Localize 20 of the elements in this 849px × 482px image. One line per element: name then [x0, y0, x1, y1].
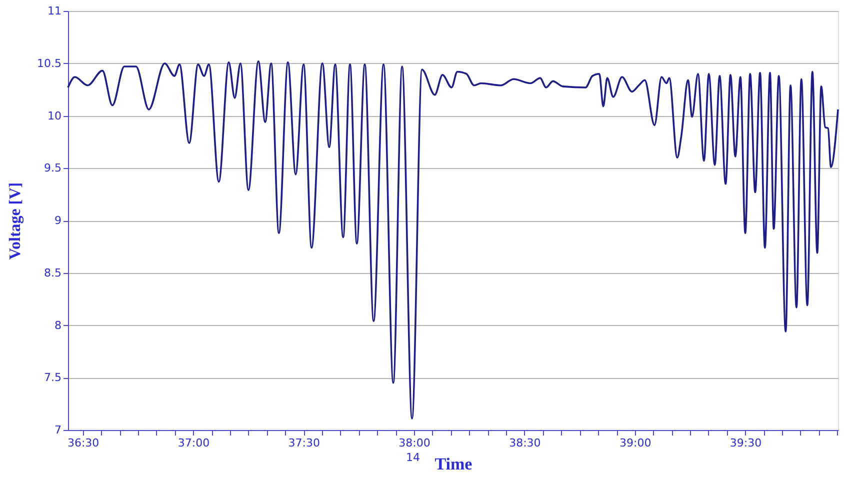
y-tick-label: 10 — [48, 109, 62, 122]
line-series — [67, 60, 839, 420]
x-tick-label: 38:30 — [509, 436, 541, 450]
x-tick-label: 36:30 — [67, 436, 100, 450]
y-tick-label: 8.5 — [44, 266, 62, 280]
x-tick-label: 38:00 — [398, 436, 430, 450]
y-tick-label: 9 — [54, 214, 62, 227]
x-axis-title: Time — [434, 454, 473, 474]
x-tick-label: 37:00 — [178, 436, 210, 450]
y-tick-label: 9.5 — [44, 162, 62, 175]
y-tick-label: 7.5 — [44, 371, 62, 384]
x-tick-label: 37:30 — [288, 436, 320, 450]
y-tick-label: 8 — [54, 318, 62, 332]
text: 14 — [406, 451, 420, 464]
x-tick-label: 39:00 — [619, 436, 652, 450]
y-axis-title: Voltage [V] — [7, 182, 24, 260]
x-tick-label: 39:30 — [730, 436, 762, 450]
y-tick-label: 7 — [54, 424, 62, 436]
y-tick-label: 10.5 — [37, 56, 62, 70]
y-tick-label: 11 — [48, 4, 62, 18]
